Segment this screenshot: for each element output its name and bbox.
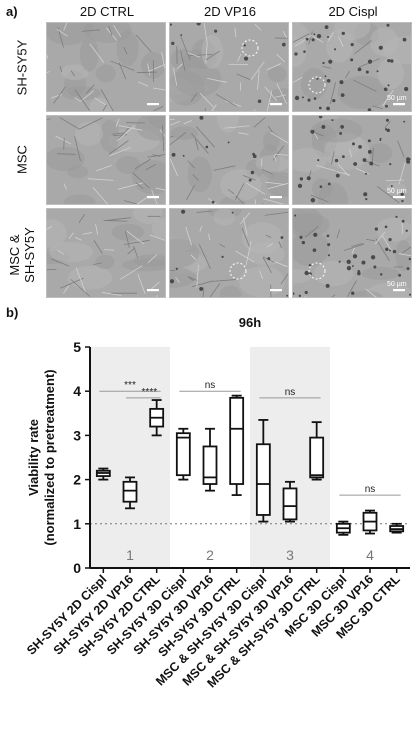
group-label-2: 2 [206,547,214,563]
micrograph-grid: 50 µm 50 µm 50 µm [46,22,416,300]
row-label-msc-and-sh-sy5y: MSC & SH-SY5Y [7,215,37,295]
micrograph-msc-vp16 [169,115,289,205]
group-label-1: 1 [126,547,134,563]
group-shade-1 [90,347,170,568]
scale-bar [393,289,405,292]
panel-a-label: a) [6,4,18,19]
y-tick-label-3: 3 [73,427,81,443]
box [202,445,218,485]
micrograph-msc-cispl: 50 µm [292,115,412,205]
scale-bar [147,289,159,292]
column-header-2d-vp16: 2D VP16 [203,4,257,19]
micrograph-sh-sy5y-cispl: 50 µm [292,22,412,112]
group-label-4: 4 [366,547,374,563]
y-tick-label-2: 2 [73,472,81,488]
row-label-sh-sy5y-text: SH-SY5Y [14,39,30,96]
scale-bar [270,289,282,292]
significance-label: ns [205,380,216,391]
micrograph-sh-sy5y-vp16 [169,22,289,112]
significance-label: ns [285,387,296,398]
y-tick-label-4: 4 [73,383,81,399]
scale-bar [270,103,282,106]
y-axis-label-line-2: (normalized to pretreatment) [42,369,57,545]
row-label-coculture-line2: SH-SY5Y [22,227,37,283]
micrograph-coculture-vp16 [169,208,289,298]
row-label-coculture-line1: MSC & [7,234,22,276]
scale-bar [147,103,159,106]
box [229,396,245,485]
row-label-sh-sy5y: SH-SY5Y [15,28,30,108]
micrograph-sh-sy5y-ctrl [46,22,166,112]
scale-bar [147,196,159,199]
box [122,480,138,503]
y-tick-label-5: 5 [73,339,81,355]
y-tick-label-1: 1 [73,516,81,532]
column-header-2d-cispl: 2D Cispl [328,4,378,19]
scale-bar [270,196,282,199]
row-label-msc: MSC [15,120,30,200]
y-axis-label-line-1: Viability rate [26,419,41,496]
panel-b-label: b) [6,305,19,320]
significance-label: ns [365,484,376,495]
scale-bar [393,196,405,199]
viability-box-plot: 96h 0 1 2 3 4 5 Viability rate (normalized to pr… [24,315,410,690]
y-tick-label-0: 0 [73,560,81,576]
micrograph-coculture-ctrl [46,208,166,298]
column-header-2d-ctrl: 2D CTRL [79,4,135,19]
box [282,487,298,521]
box [175,432,191,477]
micrograph-msc-ctrl [46,115,166,205]
scale-bar [393,103,405,106]
chart-title: 96h [239,315,261,330]
scale-bar-label: 50 µm [387,95,407,102]
box [255,443,271,516]
box [309,436,325,479]
group-label-3: 3 [286,547,294,563]
micrograph-coculture-cispl: 50 µm [292,208,412,298]
scale-bar-label: 50 µm [387,188,407,195]
significance-label: **** [142,387,158,398]
significance-label: *** [124,380,136,391]
row-label-msc-text: MSC [14,145,30,174]
scale-bar-label: 50 µm [387,281,407,288]
